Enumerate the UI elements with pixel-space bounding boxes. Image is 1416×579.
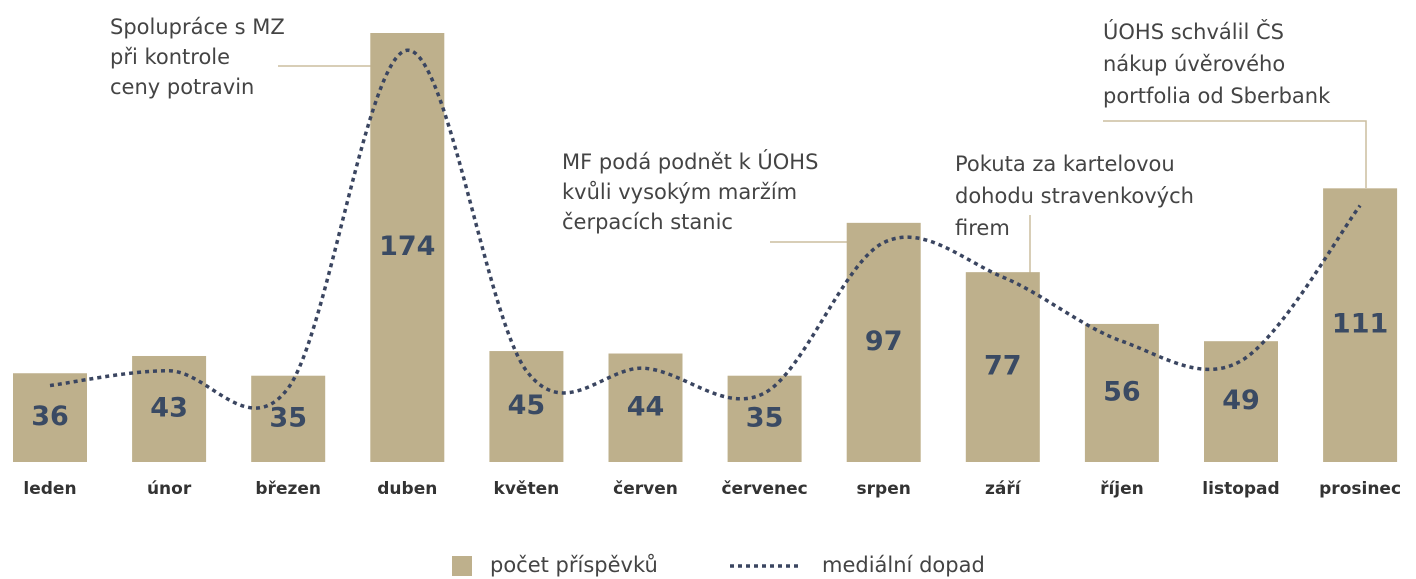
value-label: 35 <box>746 402 784 433</box>
value-label: 56 <box>1103 376 1141 407</box>
annotation: ÚOHS schválil ČS <box>1103 19 1284 44</box>
x-tick-label: říjen <box>1100 479 1144 499</box>
x-tick-label: leden <box>23 479 76 499</box>
x-tick-label: červen <box>613 479 678 499</box>
legend-label: mediální dopad <box>822 553 985 577</box>
x-tick-label: červenec <box>721 479 807 499</box>
bar <box>1323 188 1398 463</box>
value-label: 49 <box>1222 385 1260 416</box>
x-tick-label: duben <box>377 479 437 499</box>
bar <box>846 222 921 462</box>
annotation: Spolupráce s MZ <box>110 15 285 39</box>
annotation: firem <box>955 216 1010 240</box>
value-label: 77 <box>984 351 1022 382</box>
value-label: 36 <box>31 401 69 432</box>
impact-line <box>49 48 1362 410</box>
value-label: 174 <box>379 231 435 262</box>
annotation: MF podá podnět k ÚOHS <box>562 149 818 174</box>
x-tick-label: srpen <box>857 479 911 499</box>
annotation: nákup úvěrového <box>1103 52 1285 76</box>
bar <box>13 373 87 462</box>
value-label: 44 <box>627 391 665 422</box>
annotation: ceny potravin <box>110 75 254 99</box>
annotation: Pokuta za kartelovou <box>955 152 1175 176</box>
bar <box>727 375 802 462</box>
annotation: při kontrole <box>110 45 230 69</box>
value-label: 97 <box>865 326 903 357</box>
value-label: 43 <box>150 392 188 423</box>
leader-line <box>1103 120 1367 188</box>
legend-swatch <box>452 556 472 576</box>
value-label: 111 <box>1332 309 1388 340</box>
annotation: čerpacích stanic <box>562 210 733 234</box>
x-tick-label: prosinec <box>1319 479 1401 499</box>
annotation: kvůli vysokým maržím <box>562 180 797 204</box>
x-tick-label: září <box>985 479 1022 499</box>
x-tick-label: březen <box>255 479 321 499</box>
value-label: 35 <box>269 402 307 433</box>
bar <box>965 272 1040 462</box>
annotation: portfolia od Sberbank <box>1103 84 1331 108</box>
annotation: dohodu stravenkových <box>955 184 1194 208</box>
value-label: 45 <box>508 390 546 421</box>
bar <box>608 353 683 462</box>
bar <box>1084 323 1159 462</box>
bar <box>251 375 326 462</box>
x-tick-label: únor <box>147 479 192 499</box>
legend-label: počet příspěvků <box>490 553 658 577</box>
x-tick-label: listopad <box>1202 479 1279 499</box>
bar <box>1204 341 1278 462</box>
x-tick-label: květen <box>494 479 560 499</box>
bar <box>132 355 207 462</box>
bar <box>370 33 445 462</box>
